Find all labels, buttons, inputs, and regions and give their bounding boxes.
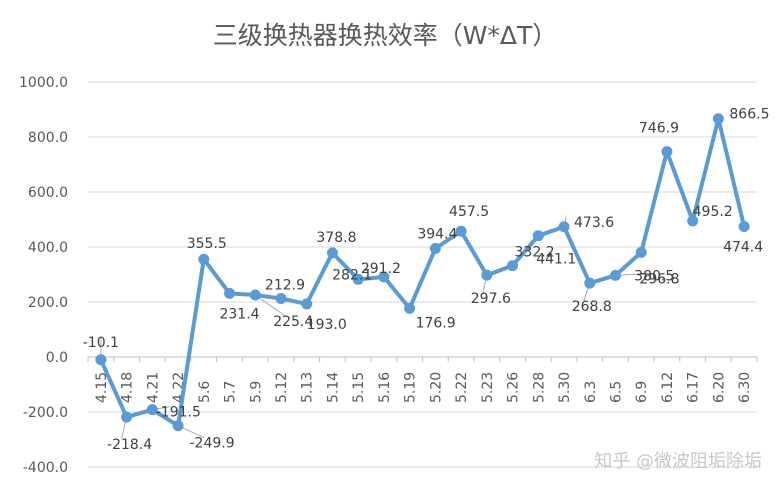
- leader-line: [254, 294, 286, 317]
- zero-axis: [87, 356, 758, 362]
- x-axis: 4.15 4.18 4.21 4.22 5.6 5.7 5.9 5.12 5.13 5.14 5.1…: [94, 372, 753, 403]
- data-point: [429, 243, 441, 255]
- data-label: 378.8: [316, 230, 356, 246]
- x-tick-label: 4.15: [94, 372, 110, 403]
- x-tick-label: 5.16: [377, 372, 393, 403]
- x-tick-label: 6.20: [711, 372, 727, 403]
- data-label: 193.0: [307, 317, 347, 333]
- x-tick-label: 6.9: [634, 381, 650, 403]
- x-tick-label: 4.21: [145, 372, 161, 403]
- series-line-path: [99, 116, 747, 428]
- series-line: [99, 116, 747, 428]
- data-label: 380.5: [634, 268, 674, 284]
- y-tick-label: -400.0: [23, 460, 68, 476]
- data-label: -218.4: [107, 437, 152, 453]
- data-point: [121, 411, 133, 423]
- x-tick-label: 5.13: [300, 372, 316, 403]
- y-axis: 1000.0 800.0 600.0 400.0 200.0 0.0 -200.0 -400.…: [19, 75, 68, 476]
- data-label: 332.2: [515, 245, 555, 261]
- x-tick-label: 6.5: [608, 381, 624, 403]
- y-tick-label: 200.0: [28, 295, 68, 311]
- data-point: [481, 269, 493, 281]
- data-point: [609, 269, 621, 281]
- data-point: [635, 246, 647, 258]
- data-point: [584, 277, 596, 289]
- x-tick-label: 5.6: [197, 381, 213, 403]
- data-point: [378, 271, 390, 283]
- x-tick-label: 6.3: [583, 381, 599, 403]
- data-point: [146, 404, 158, 416]
- y-tick-label: 800.0: [28, 130, 68, 146]
- data-label: 394.4: [417, 227, 457, 243]
- data-point: [301, 298, 313, 310]
- data-label: 268.8: [572, 299, 612, 315]
- data-label: 441.1: [536, 252, 576, 268]
- data-point: [687, 215, 699, 227]
- data-point: [507, 260, 519, 272]
- watermark: 知乎 @微波阻垢除垢: [594, 451, 762, 472]
- data-point: [224, 287, 236, 299]
- x-tick-label: 5.12: [274, 372, 290, 403]
- data-label: 291.2: [361, 261, 401, 277]
- x-tick-label: 4.18: [120, 372, 136, 403]
- data-point: [249, 289, 261, 301]
- data-point: [532, 230, 544, 242]
- x-tick-label: 6.30: [737, 372, 753, 403]
- x-tick-label: 5.22: [454, 372, 470, 403]
- y-tick-label: 600.0: [28, 185, 68, 201]
- grid-lines: [88, 81, 757, 468]
- data-point: [455, 225, 467, 237]
- data-point: [738, 221, 750, 233]
- x-tick-label: 5.20: [428, 372, 444, 403]
- chart-title: 三级换热器换热效率（W*ΔT）: [213, 21, 558, 50]
- x-tick-label: 6.12: [660, 372, 676, 403]
- data-label: 746.9: [639, 121, 679, 137]
- data-label: 457.5: [449, 204, 489, 220]
- y-tick-label: 1000.0: [19, 75, 68, 91]
- data-label: 225.4: [273, 314, 313, 330]
- data-label: 297.6: [471, 291, 511, 307]
- x-tick-label: 5.23: [480, 372, 496, 403]
- data-point: [275, 292, 287, 304]
- data-label: -249.9: [189, 436, 234, 452]
- data-point: [352, 273, 364, 285]
- leader-line: [615, 272, 652, 276]
- data-point: [661, 146, 673, 158]
- data-label: 176.9: [416, 315, 456, 331]
- data-label: 231.4: [219, 306, 259, 322]
- x-tick-label: 5.19: [403, 372, 419, 403]
- data-label: -10.1: [83, 335, 119, 351]
- data-label: 212.9: [265, 277, 305, 293]
- x-tick-label: 5.28: [531, 372, 547, 403]
- x-tick-label: 5.9: [248, 381, 264, 403]
- x-tick-label: 5.7: [223, 381, 239, 403]
- data-labels: -10.1 -218.4-191.5 -249.9 355.5 231.4 225.4 21…: [83, 107, 770, 453]
- x-tick-label: 5.15: [351, 372, 367, 403]
- series-points: [95, 113, 750, 432]
- data-point: [558, 221, 570, 233]
- data-point: [712, 113, 724, 125]
- x-tick-label: 5.30: [557, 372, 573, 403]
- data-label: 355.5: [187, 236, 227, 252]
- y-tick-label: 0.0: [46, 350, 68, 366]
- data-point: [198, 253, 210, 265]
- x-tick-label: 5.14: [325, 372, 341, 403]
- data-label: 866.5: [729, 107, 769, 123]
- data-label: -191.5: [156, 405, 201, 421]
- y-tick-label: -200.0: [23, 405, 68, 421]
- data-point: [95, 354, 107, 366]
- y-tick-label: 400.0: [28, 240, 68, 256]
- data-point: [172, 420, 184, 432]
- x-tick-label: 6.17: [686, 372, 702, 403]
- data-label: 473.6: [574, 215, 614, 231]
- data-point: [404, 302, 416, 314]
- data-label: 474.4: [723, 240, 763, 256]
- data-label: 296.8: [639, 271, 679, 287]
- x-tick-label: 5.26: [506, 372, 522, 403]
- data-label: 495.2: [693, 204, 733, 220]
- data-label: 282.1: [332, 267, 372, 283]
- data-point: [326, 247, 338, 259]
